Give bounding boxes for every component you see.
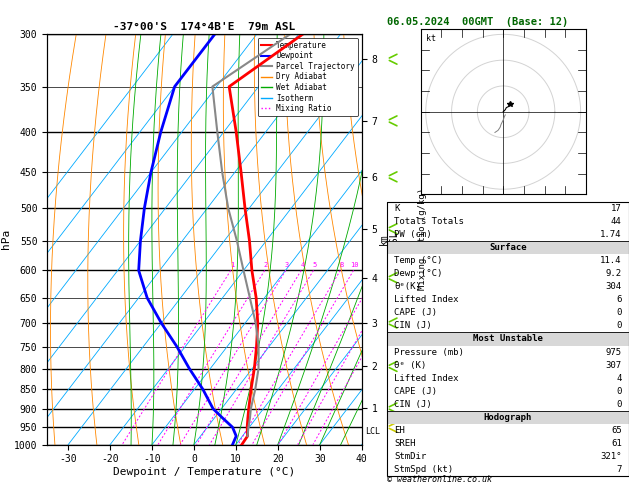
Text: θᵉ (K): θᵉ (K) (394, 361, 426, 370)
Text: 7: 7 (616, 465, 621, 474)
Text: 0: 0 (616, 308, 621, 317)
Text: 11.4: 11.4 (600, 256, 621, 265)
Text: θᵉ(K): θᵉ(K) (394, 282, 421, 291)
Title: -37°00'S  174°4B'E  79m ASL: -37°00'S 174°4B'E 79m ASL (113, 22, 296, 32)
Text: LCL: LCL (365, 427, 380, 436)
Text: 06.05.2024  00GMT  (Base: 12): 06.05.2024 00GMT (Base: 12) (387, 17, 568, 27)
Text: kt: kt (426, 35, 436, 43)
X-axis label: Dewpoint / Temperature (°C): Dewpoint / Temperature (°C) (113, 467, 296, 477)
Text: Temp (°C): Temp (°C) (394, 256, 442, 265)
Text: 5: 5 (313, 262, 317, 268)
Text: 8: 8 (340, 262, 344, 268)
Text: EH: EH (394, 426, 405, 435)
Text: 0: 0 (616, 387, 621, 396)
Text: 307: 307 (606, 361, 621, 370)
Text: K: K (394, 204, 399, 213)
Text: StmDir: StmDir (394, 452, 426, 461)
Text: 4: 4 (301, 262, 304, 268)
Text: 9.2: 9.2 (606, 269, 621, 278)
Text: 304: 304 (606, 282, 621, 291)
Text: Surface: Surface (489, 243, 526, 252)
Text: 0: 0 (616, 400, 621, 409)
Text: CIN (J): CIN (J) (394, 321, 431, 330)
Text: Dewp (°C): Dewp (°C) (394, 269, 442, 278)
Bar (387, 241, 629, 254)
Text: 975: 975 (606, 347, 621, 357)
Text: SREH: SREH (394, 439, 416, 448)
Text: CAPE (J): CAPE (J) (394, 387, 437, 396)
Text: 10: 10 (350, 262, 359, 268)
Text: 65: 65 (611, 426, 621, 435)
Text: 4: 4 (616, 374, 621, 382)
Text: 0: 0 (616, 321, 621, 330)
Text: 17: 17 (611, 204, 621, 213)
Text: PW (cm): PW (cm) (394, 230, 431, 239)
Text: 2: 2 (264, 262, 268, 268)
Text: StmSpd (kt): StmSpd (kt) (394, 465, 454, 474)
Text: 61: 61 (611, 439, 621, 448)
Text: Pressure (mb): Pressure (mb) (394, 347, 464, 357)
Bar (387, 411, 629, 424)
Text: CIN (J): CIN (J) (394, 400, 431, 409)
Text: 1: 1 (230, 262, 234, 268)
Text: 6: 6 (616, 295, 621, 304)
Text: Totals Totals: Totals Totals (394, 217, 464, 226)
Text: Mixing Ratio (g/kg): Mixing Ratio (g/kg) (418, 188, 427, 291)
Bar (387, 332, 629, 346)
Text: 3: 3 (285, 262, 289, 268)
Legend: Temperature, Dewpoint, Parcel Trajectory, Dry Adiabat, Wet Adiabat, Isotherm, Mi: Temperature, Dewpoint, Parcel Trajectory… (258, 38, 358, 116)
Text: Lifted Index: Lifted Index (394, 374, 459, 382)
Text: 1.74: 1.74 (600, 230, 621, 239)
Y-axis label: km
ASL: km ASL (379, 230, 400, 248)
Text: 321°: 321° (600, 452, 621, 461)
Text: CAPE (J): CAPE (J) (394, 308, 437, 317)
Y-axis label: hPa: hPa (1, 229, 11, 249)
Text: 44: 44 (611, 217, 621, 226)
Text: © weatheronline.co.uk: © weatheronline.co.uk (387, 474, 492, 484)
Text: Lifted Index: Lifted Index (394, 295, 459, 304)
Text: Hodograph: Hodograph (484, 413, 532, 422)
Text: Most Unstable: Most Unstable (473, 334, 543, 344)
